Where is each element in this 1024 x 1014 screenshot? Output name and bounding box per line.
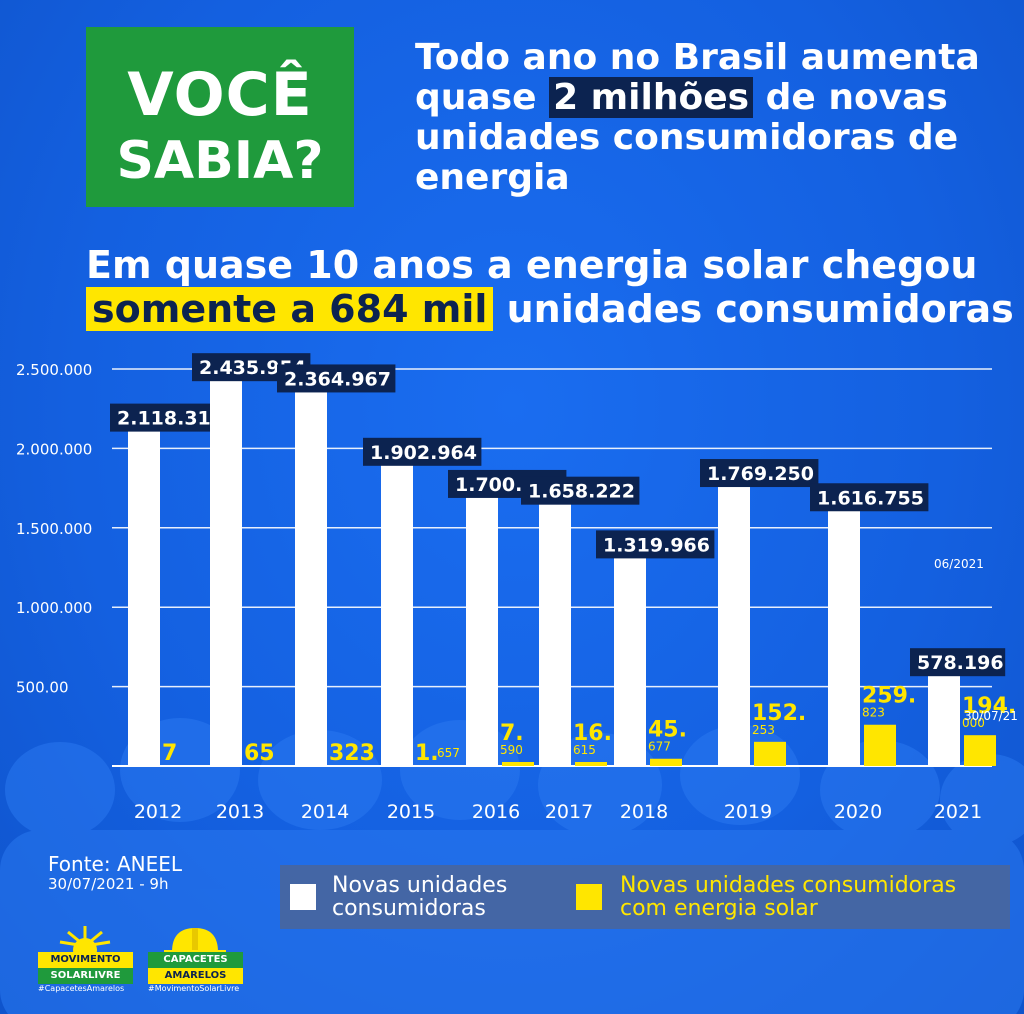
bar-energia-solar bbox=[575, 762, 607, 766]
legend-swatch-yellow bbox=[576, 884, 602, 910]
subheadline-line1: Em quase 10 anos a energia solar chegou bbox=[86, 243, 978, 287]
capacetes-amarelos-logo: CAPACETES AMARELOS #MovimentoSolarLivre bbox=[148, 924, 258, 994]
data-label-energia-solar: 65 bbox=[244, 741, 275, 766]
y-tick-label: 1.000.000 bbox=[16, 599, 92, 617]
logo-right-line2: AMARELOS bbox=[148, 968, 243, 984]
data-label-energia-solar: 16. bbox=[573, 721, 612, 746]
bar-energia-solar bbox=[754, 741, 786, 766]
legend-swatch-white bbox=[290, 884, 316, 910]
bar-novas-unidades bbox=[381, 463, 413, 766]
bar-novas-unidades bbox=[614, 556, 646, 766]
data-label-energia-solar: 323 bbox=[329, 741, 375, 766]
data-label-novas-unidades: 1.616.755 bbox=[817, 487, 924, 509]
voce-sabia-line2: SABIA? bbox=[116, 131, 324, 191]
data-label-energia-solar-small: 657 bbox=[437, 746, 460, 760]
bar-novas-unidades bbox=[718, 485, 750, 766]
voce-sabia-box: VOCÊ SABIA? bbox=[86, 27, 354, 207]
data-label-novas-unidades: 2.364.967 bbox=[284, 368, 391, 390]
subheadline-line2: somente a 684 mil unidades consumidoras bbox=[86, 287, 1016, 331]
data-label-novas-unidades: 578.196 bbox=[917, 652, 1004, 674]
data-label-box bbox=[596, 530, 715, 559]
data-label-energia-solar: 194. bbox=[962, 694, 1016, 719]
bar-novas-unidades bbox=[828, 509, 860, 766]
data-label-energia-solar-small: 000 bbox=[962, 716, 985, 730]
logo-right-line1: CAPACETES bbox=[148, 952, 243, 968]
x-tick-label: 2012 bbox=[134, 801, 182, 823]
source-note: Fonte: ANEEL 30/07/2021 - 9h bbox=[48, 853, 182, 893]
data-label-energia-solar: 259. bbox=[862, 684, 916, 709]
data-label-energia-solar-small: 615 bbox=[573, 743, 596, 757]
bar-energia-solar bbox=[650, 758, 682, 766]
subheadline-highlight: somente a 684 mil bbox=[86, 287, 494, 331]
sun-icon bbox=[59, 926, 111, 956]
data-label-novas-unidades: 1.658.222 bbox=[528, 481, 635, 503]
x-tick-label: 2018 bbox=[620, 801, 668, 823]
data-label-box bbox=[363, 437, 482, 466]
movimento-solar-livre-logo: MOVIMENTO SOLARLIVRE #CapacetesAmarelos bbox=[38, 924, 148, 994]
legend-label-white: Novas unidades consumidoras bbox=[332, 873, 508, 921]
y-tick-label: 2.000.000 bbox=[16, 440, 92, 458]
data-label-energia-solar-small: 253 bbox=[752, 723, 775, 737]
logo-left-line2: SOLARLIVRE bbox=[38, 968, 133, 984]
source-line1: Fonte: ANEEL bbox=[48, 852, 183, 876]
bar-novas-unidades bbox=[466, 495, 498, 766]
data-label-box bbox=[521, 476, 640, 505]
source-line2: 30/07/2021 - 9h bbox=[48, 875, 169, 893]
data-label-energia-solar-small: 677 bbox=[648, 740, 671, 754]
data-label-energia-solar-small: 823 bbox=[862, 706, 885, 720]
chart-legend: Novas unidades consumidoras Novas unidad… bbox=[280, 865, 1010, 929]
logo-left-tag: #CapacetesAmarelos bbox=[38, 984, 125, 993]
data-label-energia-solar-small: 590 bbox=[500, 743, 523, 757]
data-label-energia-solar: 45. bbox=[648, 718, 687, 743]
annotation-30-07-21: 30/07/21 bbox=[964, 709, 1018, 723]
x-tick-label: 2014 bbox=[301, 801, 349, 823]
x-tick-label: 2013 bbox=[216, 801, 264, 823]
headline-pre: Todo ano no Brasil aumenta quase bbox=[415, 37, 980, 118]
headline-highlight: 2 milhões bbox=[549, 77, 754, 118]
data-label-box bbox=[110, 403, 229, 432]
bar-novas-unidades bbox=[928, 674, 960, 766]
data-label-box bbox=[910, 648, 1006, 677]
x-tick-label: 2015 bbox=[387, 801, 435, 823]
logo-right-tag: #MovimentoSolarLivre bbox=[148, 984, 240, 993]
bar-energia-solar bbox=[502, 762, 534, 766]
bar-novas-unidades bbox=[295, 390, 327, 766]
data-label-novas-unidades: 1.902.964 bbox=[370, 442, 477, 464]
x-tick-label: 2020 bbox=[834, 801, 882, 823]
data-label-novas-unidades: 1.319.966 bbox=[603, 534, 710, 556]
subheadline: Em quase 10 anos a energia solar chegou … bbox=[86, 243, 1016, 331]
headline-post: de novas unidades consumidoras de energi… bbox=[415, 77, 959, 198]
data-label-novas-unidades: 2.118.316 bbox=[117, 408, 224, 430]
legend-label-yellow: Novas unidades consumidoras com energia … bbox=[620, 873, 957, 921]
bar-novas-unidades bbox=[210, 379, 242, 766]
x-tick-label: 2019 bbox=[724, 801, 772, 823]
bar-energia-solar bbox=[964, 735, 996, 766]
subheadline-post: unidades consumidoras bbox=[493, 287, 1014, 331]
y-tick-label: 1.500.000 bbox=[16, 520, 92, 538]
bar-novas-unidades bbox=[539, 502, 571, 766]
data-label-box bbox=[700, 459, 819, 488]
y-tick-label: 500.00 bbox=[16, 679, 69, 697]
data-label-energia-solar: 7 bbox=[162, 741, 177, 766]
bar-novas-unidades bbox=[128, 429, 160, 766]
data-label-energia-solar: 7. bbox=[500, 721, 524, 746]
x-tick-label: 2016 bbox=[472, 801, 520, 823]
data-label-novas-unidades: 1.769.250 bbox=[707, 463, 814, 485]
y-tick-label: 2.500.000 bbox=[16, 361, 92, 379]
data-label-energia-solar: 1. bbox=[415, 741, 439, 766]
x-tick-label: 2017 bbox=[545, 801, 593, 823]
data-label-box bbox=[277, 364, 396, 393]
x-tick-label: 2021 bbox=[934, 801, 982, 823]
headline: Todo ano no Brasil aumenta quase 2 milhõ… bbox=[415, 38, 1015, 198]
logo-left-line1: MOVIMENTO bbox=[38, 952, 133, 968]
voce-sabia-line1: VOCÊ bbox=[127, 60, 313, 130]
annotation-06-2021: 06/2021 bbox=[934, 557, 984, 571]
data-label-box bbox=[810, 483, 929, 512]
bar-energia-solar bbox=[864, 724, 896, 766]
data-label-energia-solar: 152. bbox=[752, 701, 806, 726]
